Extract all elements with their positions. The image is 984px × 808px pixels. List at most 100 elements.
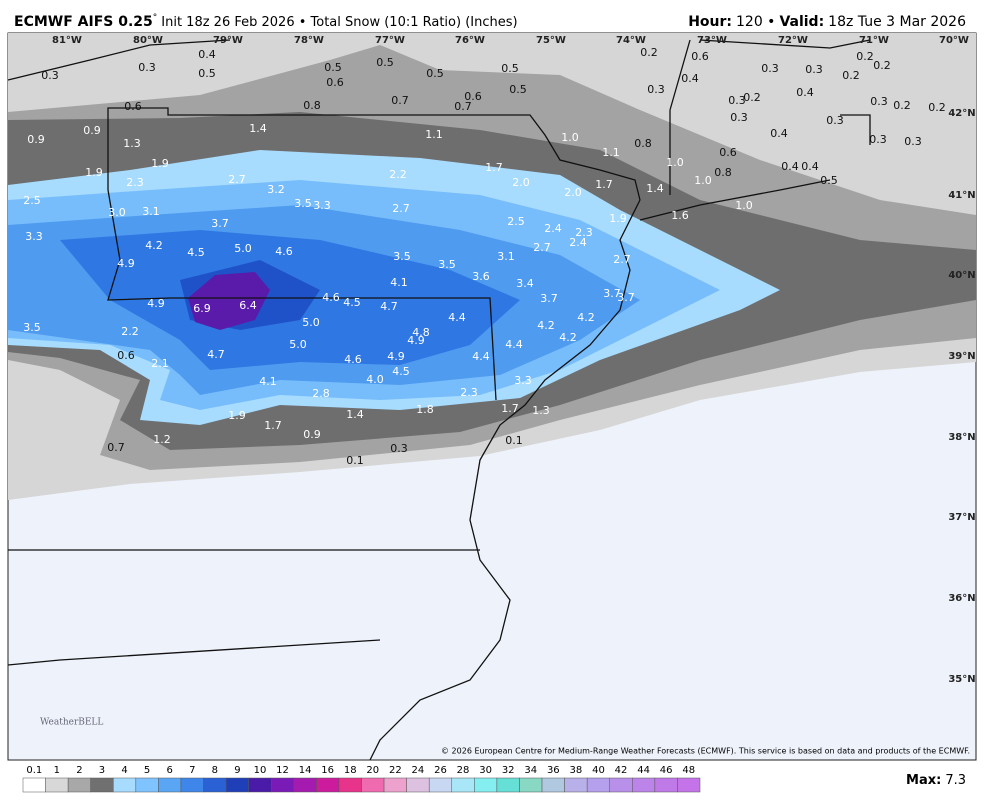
snow-amount-label: 0.4 bbox=[801, 160, 819, 173]
colorbar-label: 34 bbox=[524, 765, 537, 776]
colorbar-label: 8 bbox=[212, 765, 218, 776]
state-border bbox=[669, 39, 871, 195]
snow-amount-label: 4.8 bbox=[412, 326, 430, 339]
snow-amount-label: 3.0 bbox=[108, 206, 126, 219]
longitude-label: 78°W bbox=[294, 35, 324, 46]
snow-amount-label: 3.2 bbox=[267, 183, 285, 196]
snow-amount-label: 0.5 bbox=[426, 67, 444, 80]
snow-amount-label: 0.4 bbox=[198, 48, 216, 61]
snow-amount-label: 2.3 bbox=[460, 386, 478, 399]
snow-amount-label: 3.7 bbox=[211, 217, 229, 230]
snow-amount-label: 0.3 bbox=[761, 62, 779, 75]
snow-amount-label: 0.2 bbox=[842, 69, 860, 82]
longitude-label: 81°W bbox=[52, 35, 82, 46]
snow-amount-label: 2.2 bbox=[389, 168, 407, 181]
snow-amount-label: 0.5 bbox=[198, 67, 216, 80]
snow-amount-label: 0.2 bbox=[893, 99, 911, 112]
snow-amount-label: 0.2 bbox=[873, 59, 891, 72]
snow-amount-label: 4.5 bbox=[187, 246, 205, 259]
colorbar-label: 7 bbox=[189, 765, 195, 776]
snow-amount-label: 0.6 bbox=[326, 76, 344, 89]
longitude-label: 71°W bbox=[859, 35, 889, 46]
snow-amount-label: 1.3 bbox=[532, 404, 550, 417]
snow-amount-label: 3.3 bbox=[514, 374, 532, 387]
snow-amount-label: 0.2 bbox=[640, 46, 658, 59]
snow-amount-label: 4.4 bbox=[505, 338, 523, 351]
snow-amount-label: 2.5 bbox=[23, 194, 41, 207]
snow-amount-label: 4.6 bbox=[344, 353, 362, 366]
snow-amount-label: 4.2 bbox=[145, 239, 163, 252]
hour: 120 • bbox=[736, 14, 775, 30]
colorbar-label: 28 bbox=[457, 765, 470, 776]
colorbar-swatch bbox=[383, 777, 407, 793]
snow-amount-label: 2.4 bbox=[569, 236, 587, 249]
state-border bbox=[107, 189, 497, 401]
latitude-label: 36°N bbox=[948, 593, 975, 604]
snow-amount-label: 1.4 bbox=[346, 408, 364, 421]
coastline bbox=[369, 199, 641, 761]
colorbar-swatch bbox=[541, 777, 565, 793]
snow-amount-label: 3.4 bbox=[516, 277, 534, 290]
snow-amount-label: 1.9 bbox=[85, 166, 103, 179]
colorbar-label: 38 bbox=[570, 765, 583, 776]
colorbar-label: 16 bbox=[321, 765, 334, 776]
colorbar-label: 14 bbox=[299, 765, 312, 776]
longitude-label: 77°W bbox=[375, 35, 405, 46]
colorbar-label: 32 bbox=[502, 765, 515, 776]
colorbar-label: 40 bbox=[592, 765, 605, 776]
snow-amount-label: 3.6 bbox=[472, 270, 490, 283]
longitude-label: 75°W bbox=[536, 35, 566, 46]
snow-amount-label: 5.0 bbox=[302, 316, 320, 329]
snow-amount-label: 2.5 bbox=[507, 215, 525, 228]
longitude-label: 72°W bbox=[778, 35, 808, 46]
snow-amount-label: 1.9 bbox=[228, 409, 246, 422]
snow-amount-label: 0.2 bbox=[743, 91, 761, 104]
snow-amount-label: 2.7 bbox=[228, 173, 246, 186]
colorbar-swatch bbox=[248, 777, 272, 793]
snow-amount-label: 2.7 bbox=[392, 202, 410, 215]
snow-amount-label: 0.4 bbox=[681, 72, 699, 85]
snow-amount-label: 1.7 bbox=[595, 178, 613, 191]
colorbar-swatch bbox=[564, 777, 588, 793]
snow-amount-label: 1.9 bbox=[609, 212, 627, 225]
snow-amount-label: 0.8 bbox=[714, 166, 732, 179]
snow-amount-label: 1.0 bbox=[561, 131, 579, 144]
colorbar-swatch bbox=[677, 777, 701, 793]
colorbar-swatch bbox=[338, 777, 362, 793]
colorbar-swatch bbox=[203, 777, 227, 793]
snow-amount-label: 3.1 bbox=[497, 250, 515, 263]
colorbar-label: 12 bbox=[276, 765, 289, 776]
snow-amount-label: 0.3 bbox=[728, 94, 746, 107]
lake-shore bbox=[7, 39, 231, 81]
snow-amount-label: 0.9 bbox=[83, 124, 101, 137]
colorbar-label: 44 bbox=[637, 765, 650, 776]
header-left: ECMWF AIFS 0.25° Init 18z 26 Feb 2026 • T… bbox=[14, 13, 518, 31]
colorbar-swatch bbox=[451, 777, 475, 793]
header-right: Hour: 120 • Valid: 18z Tue 3 Mar 2026 bbox=[688, 14, 966, 30]
snow-amount-label: 1.8 bbox=[416, 403, 434, 416]
colorbar-label: 36 bbox=[547, 765, 560, 776]
snow-amount-label: 4.4 bbox=[472, 350, 490, 363]
snow-amount-label: 2.0 bbox=[564, 186, 582, 199]
snow-amount-label: 3.7 bbox=[617, 291, 635, 304]
snow-amount-label: 1.6 bbox=[671, 209, 689, 222]
colorbar-swatch bbox=[225, 777, 249, 793]
snow-amount-label: 0.3 bbox=[647, 83, 665, 96]
snow-amount-label: 0.6 bbox=[691, 50, 709, 63]
snow-amount-label: 2.1 bbox=[151, 357, 169, 370]
snow-amount-label: 2.3 bbox=[575, 226, 593, 239]
colorbar-swatch bbox=[316, 777, 340, 793]
colorbar-label: 26 bbox=[434, 765, 447, 776]
snow-amount-label: 3.5 bbox=[393, 250, 411, 263]
snow-amount-label: 0.8 bbox=[634, 137, 652, 150]
snow-amount-label: 0.3 bbox=[870, 95, 888, 108]
snow-amount-label: 4.7 bbox=[380, 300, 398, 313]
snow-amount-label: 0.6 bbox=[464, 90, 482, 103]
snow-amount-label: 0.6 bbox=[124, 100, 142, 113]
snow-amount-label: 4.1 bbox=[259, 375, 277, 388]
snow-amount-label: 1.0 bbox=[735, 199, 753, 212]
snow-amount-label: 1.0 bbox=[666, 156, 684, 169]
degree: ° bbox=[153, 13, 158, 23]
valid: 18z Tue 3 Mar 2026 bbox=[828, 14, 966, 30]
